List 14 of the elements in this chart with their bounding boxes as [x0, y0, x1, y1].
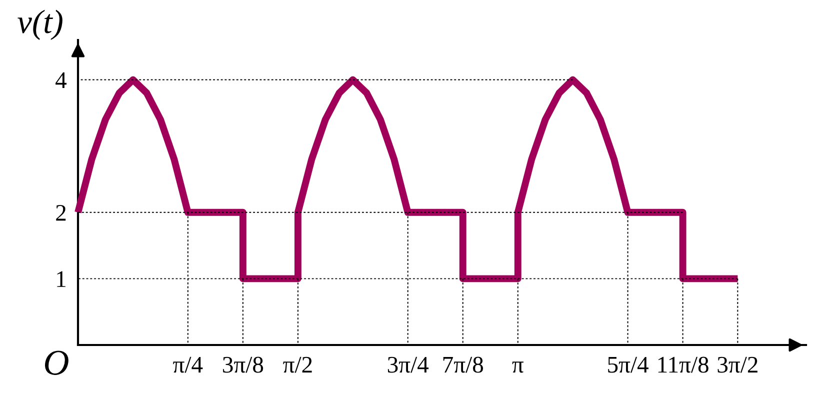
x-tick-label: 3π/4	[388, 356, 429, 373]
y-tick-label: 4	[56, 72, 67, 88]
x-tick-label: 5π/4	[608, 356, 648, 373]
text: O	[45, 350, 68, 375]
y-tick-label: 2	[56, 204, 66, 221]
x-tick-label: 3π/2	[718, 356, 758, 373]
x-tick-label: 11π/8	[658, 356, 708, 373]
y-tick-label: 1	[57, 271, 66, 287]
y-axis-title: v(t)	[18, 10, 62, 40]
x-tick-label: π	[512, 362, 524, 373]
x-tick-label: π/4	[173, 356, 203, 373]
x-tick-label: 3π/8	[223, 356, 264, 373]
x-tick-label: π/2	[283, 356, 312, 373]
x-tick-label: 7π/8	[443, 356, 484, 373]
